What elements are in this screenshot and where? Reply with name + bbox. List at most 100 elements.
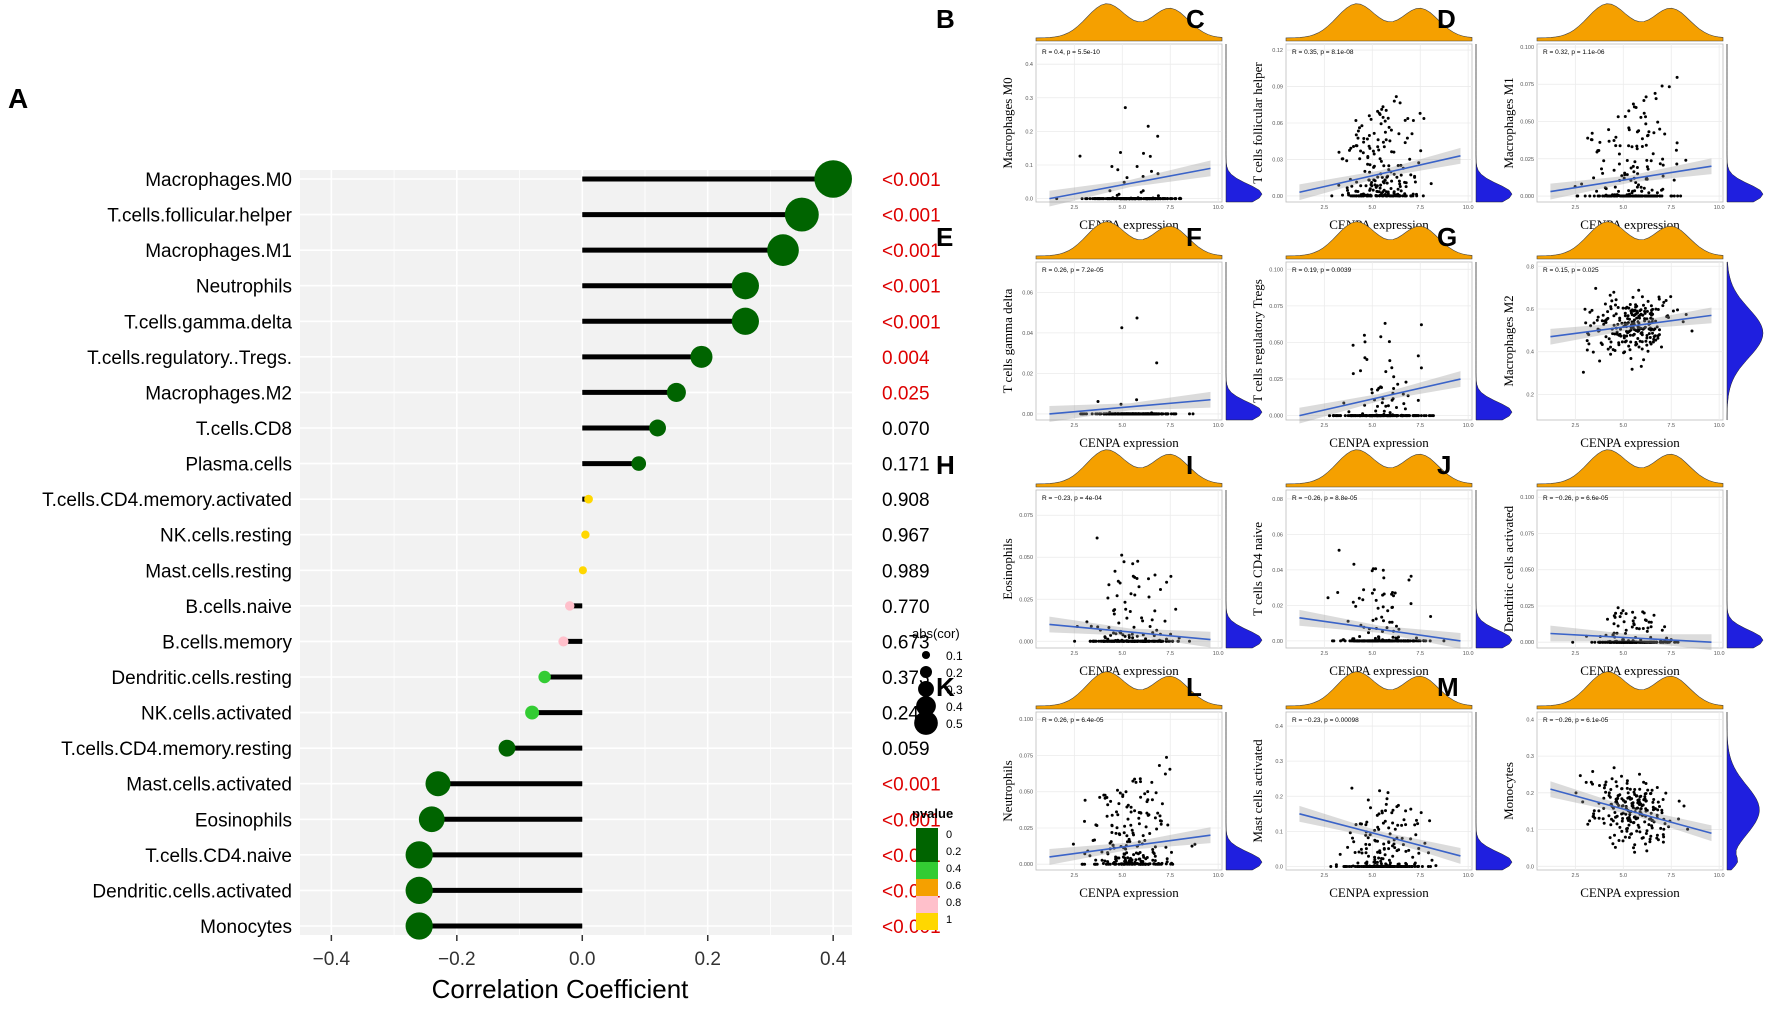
scatter-point [1629,357,1633,360]
color-legend-swatch [916,845,938,862]
scatter-point [1141,412,1145,416]
scatter-point [1328,414,1331,418]
scatter-point [1394,95,1398,99]
scatter-point [1600,167,1603,171]
y-tick-label: 0.075 [1019,753,1033,759]
scatter-point [1376,138,1380,142]
scatter-point [1346,619,1350,623]
scatter-point [1351,343,1355,347]
scatter-point [1642,326,1646,330]
scatter-point [1581,370,1585,374]
scatter-point [1366,156,1370,160]
panel-letter: F [1186,222,1202,252]
scatter-point [1628,787,1632,791]
y-tick-label: 0.1 [1275,829,1283,835]
scatter-point [1346,845,1350,849]
scatter-point [1614,611,1618,615]
y-tick-label: 0.8 [1526,264,1534,270]
scatter-point [1133,593,1137,597]
scatter-point [1363,356,1367,360]
scatter-point [1159,862,1163,866]
scatter-point [1626,791,1630,795]
scatter-point [1624,194,1628,198]
scatter-point [1590,138,1594,142]
scatter-point [1353,851,1357,854]
scatter-point [1616,115,1620,119]
scatter-point [1631,619,1635,623]
scatter-point [1611,842,1615,846]
scatter-point [1647,823,1651,827]
regression-line [1550,314,1712,338]
scatter-point [1381,414,1385,418]
scatter-point [1630,797,1634,801]
scatter-point [1123,824,1127,828]
scatter-point [1628,303,1632,306]
scatter-point [1352,562,1356,566]
scatter-point [1628,348,1632,352]
scatter-point [1110,165,1114,168]
scatter-point [1102,412,1106,416]
x-tick-label: 10.0 [1213,651,1224,657]
scatter-point [1106,860,1110,864]
scatter-point [1109,633,1113,637]
scatter-point [1612,631,1616,635]
y-tick-label: 0.06 [1272,121,1283,127]
scatter-point [1428,639,1432,643]
stat-annotation: R = −0.23, p = 0.00098 [1292,717,1359,724]
scatter-point [1130,632,1134,636]
category-label: Plasma.cells [185,455,292,476]
stat-annotation: R = 0.15, p = 0.025 [1543,267,1599,274]
scatter-point [1399,189,1403,193]
scatter-point [1593,640,1597,644]
scatter-point [1629,340,1633,344]
scatter-point [1637,129,1641,133]
scatter-point [1126,840,1129,844]
scatter-point [1165,857,1169,861]
scatter-point [1391,591,1394,594]
scatter-point [1129,805,1133,809]
scatter-point [1646,299,1650,303]
scatter-point [1626,317,1630,321]
scatter-point [1404,823,1408,827]
scatter-point [1337,183,1341,187]
scatter-point [1621,839,1625,843]
x-tick-label: 10.0 [1213,423,1224,429]
scatter-point [1404,639,1408,643]
scatter-point [1396,382,1400,386]
y-tick-label: 0.075 [1520,82,1534,88]
scatter-point [1165,755,1168,759]
scatter-point [1643,797,1647,801]
scatter-point [1139,190,1143,194]
scatter-point [1404,861,1408,865]
scatter-point [1377,635,1381,639]
scatter-point [1592,194,1596,198]
scatter-point [1388,411,1392,415]
scatter-point [1655,813,1659,817]
scatter-point [1381,115,1385,119]
scatter-point [1626,826,1629,830]
regression-line [1049,834,1211,858]
scatter-point [1631,801,1635,805]
plot-area [1285,489,1473,649]
scatter-point [1174,412,1178,416]
scatter-point [1154,412,1158,416]
scatter-point [1588,819,1592,823]
scatter-point [1661,798,1665,801]
scatter-point [1409,194,1413,198]
scatter-point [1147,813,1151,817]
scatter-point [1419,414,1423,418]
scatter-point [1347,865,1351,868]
scatter-point [1616,796,1620,800]
scatter-point [1390,639,1394,643]
scatter-point [1416,354,1420,358]
x-tick-label: 7.5 [1166,651,1174,657]
x-tick-label: 7.5 [1667,873,1675,879]
scatter-point [1152,862,1156,866]
scatter-point [1378,851,1382,855]
scatter-point [1667,85,1671,89]
y-tick-label: 0.04 [1022,331,1033,337]
scatter-point [1156,197,1160,201]
scatter-point [1610,777,1614,781]
scatter-point [1398,101,1402,105]
scatter-point [1397,862,1401,866]
